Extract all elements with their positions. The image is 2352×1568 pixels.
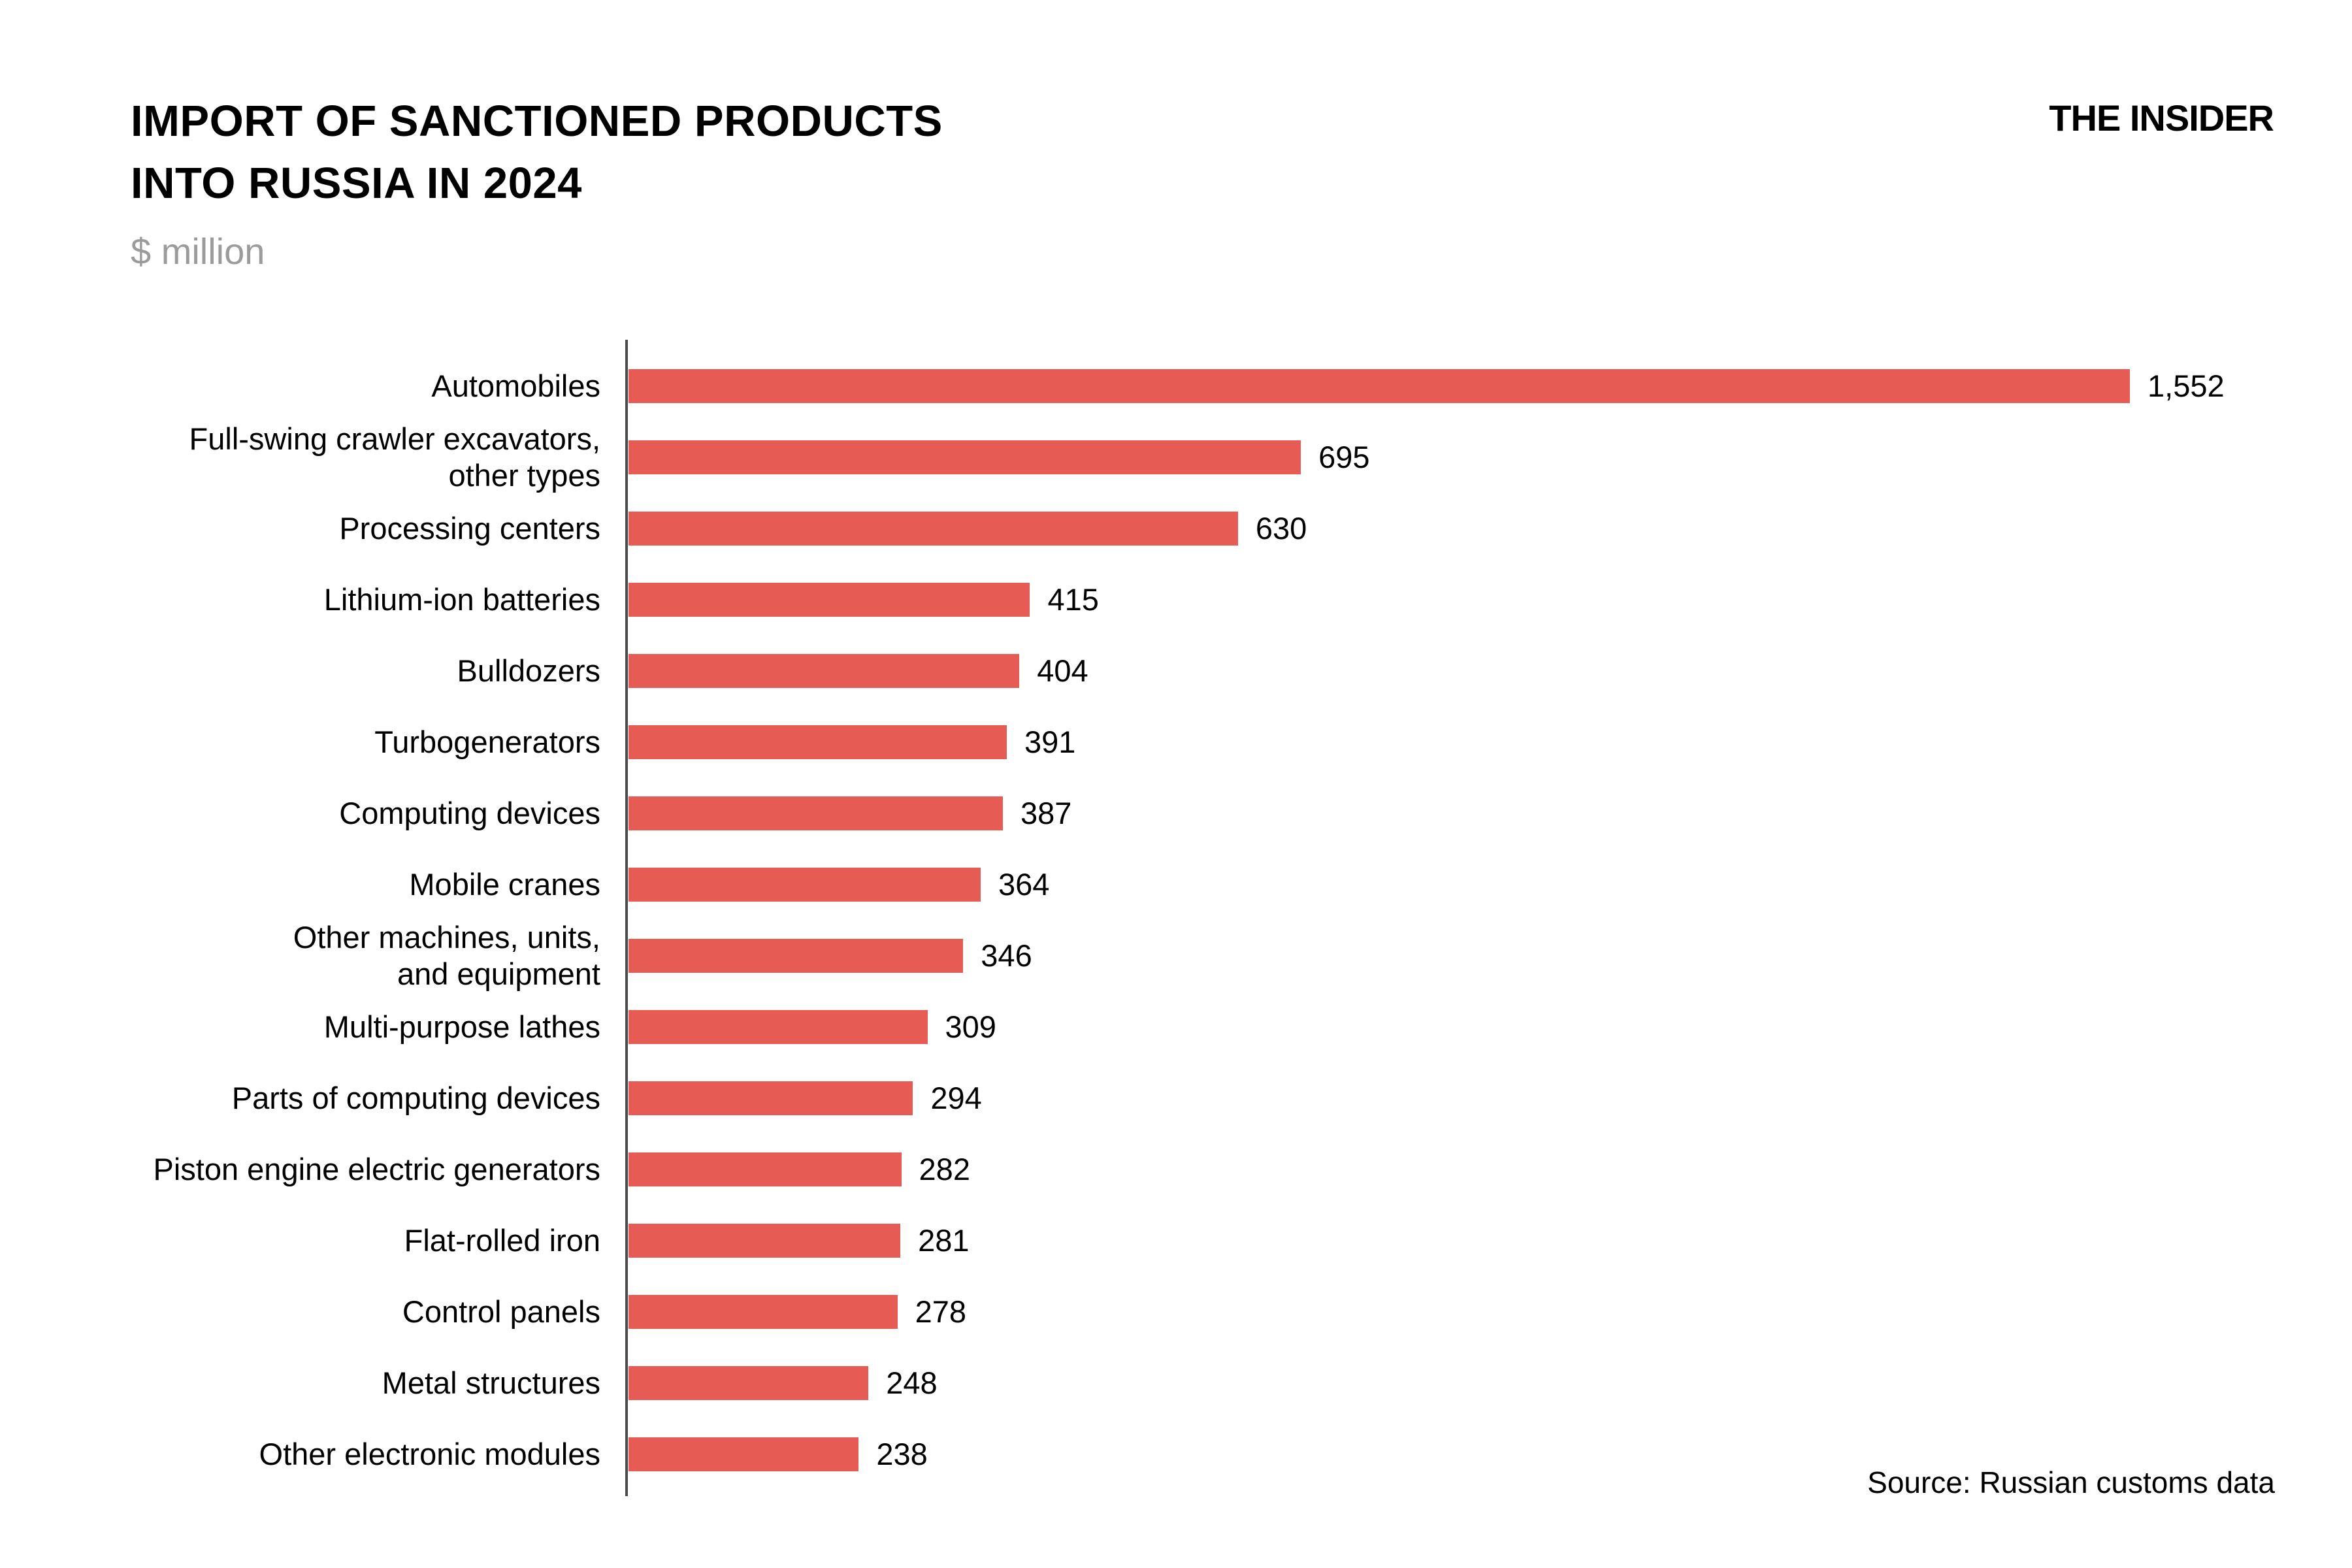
- value-label: 1,552: [2148, 368, 2225, 403]
- bar-row: Lithium-ion batteries 415: [0, 564, 2352, 635]
- bar: [629, 1294, 898, 1329]
- bar: [629, 938, 964, 973]
- category-label: Full-swing crawler excavators, other typ…: [189, 421, 600, 493]
- bar: [629, 1152, 902, 1186]
- bar: [629, 1081, 913, 1115]
- bar-track: 248: [625, 1347, 2352, 1418]
- value-label: 415: [1047, 582, 1099, 617]
- bar: [629, 1223, 901, 1258]
- bar: [629, 440, 1301, 474]
- bar: [629, 725, 1007, 759]
- value-label: 309: [945, 1009, 996, 1044]
- bar-track: 1,552: [625, 350, 2352, 421]
- bar-track: 238: [625, 1418, 2352, 1490]
- bar-track: 695: [625, 421, 2352, 493]
- value-label: 695: [1318, 440, 1370, 474]
- bar-row: Computing devices 387: [0, 777, 2352, 849]
- bar: [629, 1437, 859, 1471]
- bar: [629, 1365, 869, 1400]
- bar-row: Control panels 278: [0, 1276, 2352, 1347]
- bar: [629, 1009, 928, 1044]
- value-label: 294: [930, 1081, 982, 1115]
- category-label: Computing devices: [339, 795, 600, 830]
- bar-row: Metal structures 248: [0, 1347, 2352, 1418]
- unit-label: $ million: [131, 231, 265, 272]
- bar-row: Flat-rolled iron 281: [0, 1205, 2352, 1276]
- bar-row: Turbogenerators 391: [0, 706, 2352, 777]
- bar-track: 282: [625, 1134, 2352, 1205]
- bar-row: Mobile cranes 364: [0, 849, 2352, 920]
- bar: [629, 796, 1004, 830]
- value-label: 282: [919, 1152, 970, 1186]
- category-label: Bulldozers: [457, 653, 600, 688]
- bar: [629, 511, 1238, 546]
- bar-track: 281: [625, 1205, 2352, 1276]
- bar-row: Parts of computing devices 294: [0, 1062, 2352, 1134]
- value-label: 404: [1037, 653, 1088, 688]
- bar-rows: Automobiles 1,552 Full-swing crawler excav…: [0, 350, 2352, 1490]
- value-label: 346: [981, 938, 1032, 973]
- bar-track: 364: [625, 849, 2352, 920]
- bar-track: 309: [625, 991, 2352, 1062]
- value-label: 238: [876, 1437, 928, 1471]
- value-label: 248: [886, 1365, 938, 1400]
- bar-row: Multi-purpose lathes 309: [0, 991, 2352, 1062]
- value-label: 387: [1021, 796, 1072, 830]
- bar-row: Bulldozers 404: [0, 635, 2352, 706]
- the-insider-logo: THE INSIDER: [2049, 97, 2274, 139]
- bar-track: 346: [625, 920, 2352, 991]
- bar: [629, 582, 1030, 617]
- bar-track: 387: [625, 777, 2352, 849]
- bar-track: 630: [625, 493, 2352, 564]
- category-label: Piston engine electric generators: [153, 1151, 600, 1186]
- source-note: Source: Russian customs data: [1867, 1465, 2275, 1499]
- category-axis-line: [625, 340, 628, 1496]
- value-label: 281: [918, 1223, 970, 1258]
- category-label: Automobiles: [431, 368, 600, 403]
- category-label: Processing centers: [339, 510, 600, 546]
- value-label: 364: [998, 867, 1050, 902]
- category-label: Flat-rolled iron: [404, 1222, 600, 1258]
- bar: [629, 867, 981, 902]
- category-label: Lithium-ion batteries: [323, 581, 600, 617]
- category-label: Mobile cranes: [409, 866, 600, 902]
- bar-track: 404: [625, 635, 2352, 706]
- bar-row: Processing centers 630: [0, 493, 2352, 564]
- bar-track: 294: [625, 1062, 2352, 1134]
- bar-track: 278: [625, 1276, 2352, 1347]
- category-label: Metal structures: [382, 1365, 600, 1400]
- value-label: 391: [1024, 725, 1076, 759]
- category-label: Other machines, units, and equipment: [293, 920, 600, 991]
- bar-row: Automobiles 1,552: [0, 350, 2352, 421]
- value-label: 278: [915, 1294, 967, 1329]
- bar-row: Piston engine electric generators 282: [0, 1134, 2352, 1205]
- bar-row: Full-swing crawler excavators, other typ…: [0, 421, 2352, 493]
- bar-row: Other electronic modules 238: [0, 1418, 2352, 1490]
- bar: [629, 653, 1020, 688]
- bar: [629, 368, 2130, 403]
- bar-track: 391: [625, 706, 2352, 777]
- category-label: Other electronic modules: [259, 1436, 600, 1471]
- category-label: Control panels: [402, 1294, 600, 1329]
- category-label: Parts of computing devices: [231, 1080, 600, 1115]
- bar-track: 415: [625, 564, 2352, 635]
- page-title: IMPORT OF SANCTIONED PRODUCTS INTO RUSSI…: [131, 97, 943, 208]
- value-label: 630: [1255, 511, 1307, 546]
- bar-row: Other machines, units, and equipment 346: [0, 920, 2352, 991]
- category-label: Turbogenerators: [374, 724, 600, 759]
- category-label: Multi-purpose lathes: [323, 1009, 600, 1044]
